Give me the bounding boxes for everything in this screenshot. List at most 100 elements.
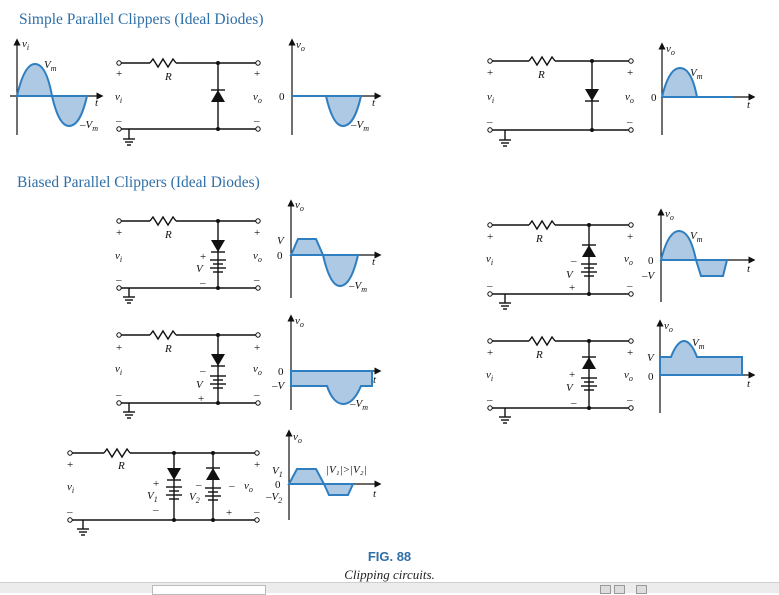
svg-text:vo: vo — [666, 43, 675, 57]
svg-text:–: – — [253, 274, 260, 286]
svg-text:–V: –V — [641, 270, 656, 282]
input-vm-label: Vm — [44, 59, 57, 73]
svg-text:0: 0 — [279, 91, 285, 103]
svg-text:–: – — [486, 394, 493, 406]
svg-text:–: – — [115, 274, 122, 286]
svg-text:+: + — [569, 282, 575, 294]
svg-text:vi: vi — [486, 369, 493, 383]
svg-text:R: R — [535, 349, 543, 361]
svg-text:V: V — [566, 382, 574, 394]
circuit-biased-4: R + – vi + V – + – vo — [486, 335, 634, 424]
svg-text:+: + — [254, 459, 260, 471]
output-graph-biased-1: vo V 0 –Vm t — [277, 199, 382, 298]
svg-text:–: – — [626, 116, 633, 128]
svg-text:vi: vi — [487, 91, 494, 105]
svg-text:R: R — [537, 69, 545, 81]
svg-text:vo: vo — [664, 320, 673, 334]
svg-text:+: + — [254, 342, 260, 354]
svg-text:–Vm: –Vm — [348, 280, 367, 294]
svg-text:+: + — [198, 393, 204, 405]
svg-text:0: 0 — [277, 250, 283, 262]
svg-text:+: + — [627, 231, 633, 243]
input-vi-label: vi — [22, 38, 29, 52]
svg-text:–Vm: –Vm — [349, 398, 368, 412]
svg-text:vo: vo — [253, 363, 262, 377]
svg-text:R: R — [164, 71, 172, 83]
svg-text:Vm: Vm — [692, 337, 705, 351]
svg-text:+: + — [67, 459, 73, 471]
circuit-biased-2: R + – vi – V + + – vo — [115, 329, 262, 419]
svg-text:0: 0 — [275, 479, 281, 491]
resistor-r — [149, 57, 177, 69]
output-graph-2: vo Vm 0 t — [651, 42, 756, 135]
svg-text:R: R — [164, 343, 172, 355]
svg-text:–V2: –V2 — [265, 491, 282, 505]
circuit-double-clipper: R + – vi + V1 – – V2 + + – vo – — [66, 447, 260, 536]
svg-text:–: – — [152, 504, 159, 516]
svg-text:–: – — [115, 389, 122, 401]
clipping-circuits-diagram: vi Vm –Vm t R + – vi + – vo vo — [10, 38, 756, 536]
view-single-button[interactable] — [600, 585, 611, 594]
view-grid-button[interactable] — [636, 585, 647, 594]
svg-text:+: + — [116, 68, 122, 80]
svg-text:+: + — [116, 342, 122, 354]
svg-text:–: – — [66, 506, 73, 518]
svg-text:V: V — [647, 352, 655, 364]
output-graph-biased-2: vo 0 –V –Vm t — [271, 314, 382, 412]
svg-text:–: – — [486, 280, 493, 292]
svg-text:+: + — [116, 227, 122, 239]
svg-text:vo: vo — [296, 39, 305, 53]
figure-number: FIG. 88 — [367, 549, 412, 564]
svg-text:–: – — [626, 280, 633, 292]
svg-text:Vm: Vm — [690, 230, 703, 244]
svg-text:–: – — [570, 397, 577, 409]
svg-text:vo: vo — [295, 315, 304, 329]
circuit-biased-1: R + – vi + V – + – vo — [115, 215, 262, 304]
svg-text:–: – — [199, 365, 206, 377]
svg-text:+: + — [487, 347, 493, 359]
svg-text:0: 0 — [648, 371, 654, 383]
svg-text:vi: vi — [115, 250, 122, 264]
svg-text:+: + — [200, 251, 206, 263]
svg-text:–Vm: –Vm — [350, 119, 369, 133]
figure-caption: Clipping circuits. — [344, 567, 435, 582]
title-simple-parallel-clippers: Simple Parallel Clippers (Ideal Diodes) — [19, 11, 264, 28]
svg-text:vo: vo — [625, 91, 634, 105]
svg-text:+: + — [627, 347, 633, 359]
svg-text:V: V — [566, 269, 574, 281]
svg-text:+: + — [254, 227, 260, 239]
diode-1 — [211, 90, 225, 102]
svg-text:–: – — [195, 479, 202, 491]
svg-text:–: – — [486, 116, 493, 128]
svg-text:V: V — [196, 263, 204, 275]
svg-text:vi: vi — [115, 363, 122, 377]
svg-text:t: t — [373, 488, 377, 500]
circuit-biased-3: R + – vi – V + + – vo — [486, 219, 634, 310]
view-double-button[interactable] — [614, 585, 625, 594]
svg-text:+: + — [627, 67, 633, 79]
svg-text:V: V — [196, 379, 204, 391]
svg-text:–: – — [253, 115, 260, 127]
output-graph-1: vo 0 –Vm t — [279, 38, 382, 135]
svg-text:R: R — [535, 233, 543, 245]
svg-text:vi: vi — [486, 253, 493, 267]
svg-text:V1: V1 — [147, 490, 158, 504]
svg-text:vi: vi — [115, 91, 122, 105]
svg-text:0: 0 — [651, 92, 657, 104]
svg-text:vi: vi — [67, 481, 74, 495]
svg-text:vo: vo — [293, 431, 302, 445]
input-t-label: t — [95, 97, 99, 109]
diode-2 — [585, 89, 599, 101]
svg-text:+: + — [254, 68, 260, 80]
input-neg-vm-label: –Vm — [79, 119, 98, 133]
svg-text:–: – — [253, 506, 260, 518]
svg-text:t: t — [747, 99, 751, 111]
input-sine-wave — [15, 62, 54, 97]
svg-text:–: – — [115, 115, 122, 127]
output-graph-double: vo V1 0 –V2 |V₁|>|V₂| t — [265, 429, 382, 520]
page-input[interactable] — [152, 585, 266, 595]
output-graph-biased-3: vo Vm 0 –V t — [641, 208, 756, 302]
viewer-toolbar — [0, 582, 779, 595]
svg-text:vo: vo — [665, 208, 674, 222]
svg-text:+: + — [569, 369, 575, 381]
